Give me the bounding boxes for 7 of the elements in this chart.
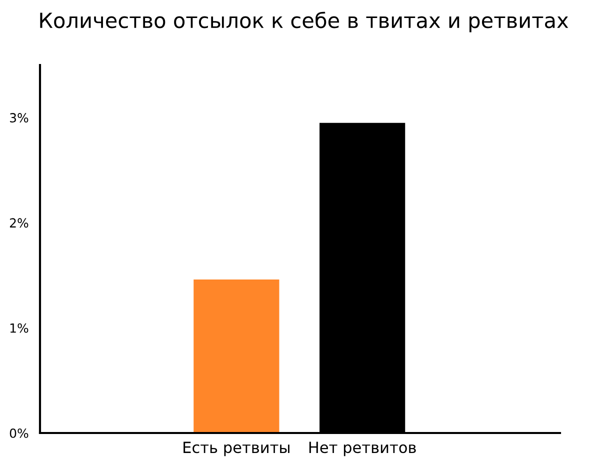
chart-title: Количество отсылок к себе в твитах и ретвитах bbox=[40, 12, 568, 32]
y-tick-label: 2% bbox=[10, 218, 28, 228]
x-tick-label: Нет ретвитов bbox=[309, 442, 416, 456]
y-tick-label: 0% bbox=[10, 428, 28, 438]
x-tick-label: Есть ретвиты bbox=[184, 442, 290, 456]
y-tick-label: 1% bbox=[10, 323, 28, 333]
y-tick-label: 3% bbox=[10, 113, 28, 122]
